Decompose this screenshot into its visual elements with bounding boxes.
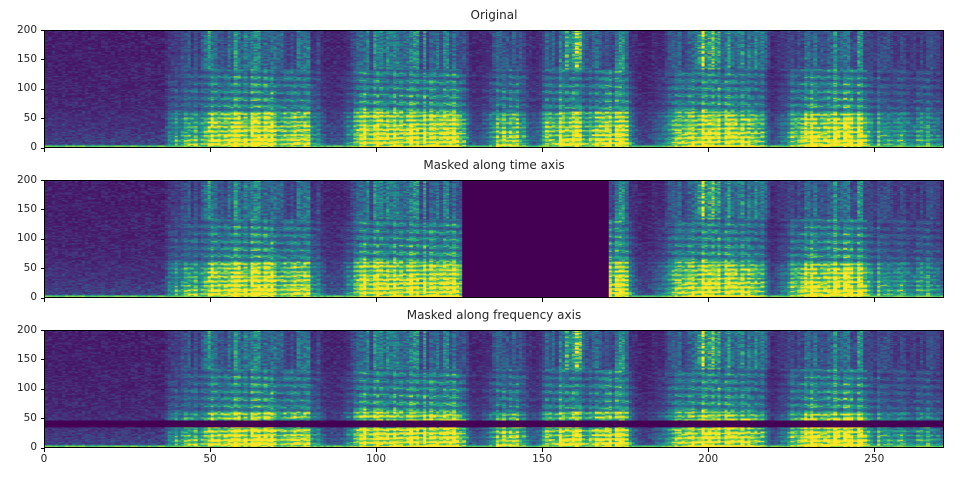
x-tick-mark: [707, 298, 709, 302]
x-tick-mark: [873, 298, 875, 302]
x-tick-mark: [375, 448, 377, 452]
x-tick-label: 0: [40, 453, 48, 465]
x-tick-label: 100: [366, 453, 387, 465]
y-tick-label: 50: [23, 261, 37, 274]
x-tick-mark: [375, 298, 377, 302]
x-tick-mark: [209, 148, 211, 152]
y-tick-label: 100: [16, 232, 37, 245]
y-tick-mark: [40, 59, 44, 61]
y-tick-label: 200: [16, 23, 37, 36]
y-tick-mark: [40, 238, 44, 240]
x-tick-mark: [43, 448, 45, 452]
x-tick-mark: [541, 148, 543, 152]
x-tick-mark: [707, 148, 709, 152]
subplot-original: [44, 30, 944, 148]
subplot-title-freq-masked: Masked along frequency axis: [406, 308, 582, 322]
y-tick-label: 150: [16, 52, 37, 65]
y-tick-mark: [40, 209, 44, 211]
y-tick-mark: [40, 359, 44, 361]
y-tick-label: 100: [16, 82, 37, 95]
y-tick-label: 150: [16, 352, 37, 365]
x-tick-mark: [43, 148, 45, 152]
x-tick-label: 50: [203, 453, 217, 465]
x-tick-mark: [375, 148, 377, 152]
x-tick-mark: [541, 448, 543, 452]
y-tick-mark: [40, 30, 44, 32]
x-tick-mark: [43, 298, 45, 302]
y-tick-mark: [40, 388, 44, 390]
x-tick-mark: [873, 448, 875, 452]
x-tick-mark: [209, 448, 211, 452]
spectrogram-canvas-original: [45, 31, 943, 147]
y-tick-mark: [40, 118, 44, 120]
y-tick-label: 0: [30, 291, 37, 303]
x-tick-label: 150: [532, 453, 553, 465]
subplot-freq-masked: [44, 330, 944, 448]
y-tick-label: 200: [16, 173, 37, 186]
spectrogram-canvas-time-masked: [45, 181, 943, 297]
subplot-title-original: Original: [470, 8, 518, 22]
y-tick-mark: [40, 297, 44, 299]
y-tick-mark: [40, 330, 44, 332]
y-tick-mark: [40, 447, 44, 449]
x-tick-mark: [707, 448, 709, 452]
y-tick-label: 100: [16, 382, 37, 395]
y-tick-label: 50: [23, 411, 37, 424]
y-tick-mark: [40, 147, 44, 149]
y-tick-mark: [40, 268, 44, 270]
y-tick-mark: [40, 418, 44, 420]
y-tick-label: 0: [30, 441, 37, 453]
y-tick-mark: [40, 180, 44, 182]
y-tick-label: 200: [16, 323, 37, 336]
spectrogram-canvas-freq-masked: [45, 331, 943, 447]
x-tick-label: 250: [864, 453, 885, 465]
x-tick-mark: [541, 298, 543, 302]
subplot-time-masked: [44, 180, 944, 298]
y-tick-label: 50: [23, 111, 37, 124]
y-tick-label: 0: [30, 141, 37, 153]
x-tick-mark: [209, 298, 211, 302]
y-tick-label: 150: [16, 202, 37, 215]
subplot-title-time-masked: Masked along time axis: [423, 158, 565, 172]
x-tick-label: 200: [698, 453, 719, 465]
y-tick-mark: [40, 88, 44, 90]
x-tick-mark: [873, 148, 875, 152]
